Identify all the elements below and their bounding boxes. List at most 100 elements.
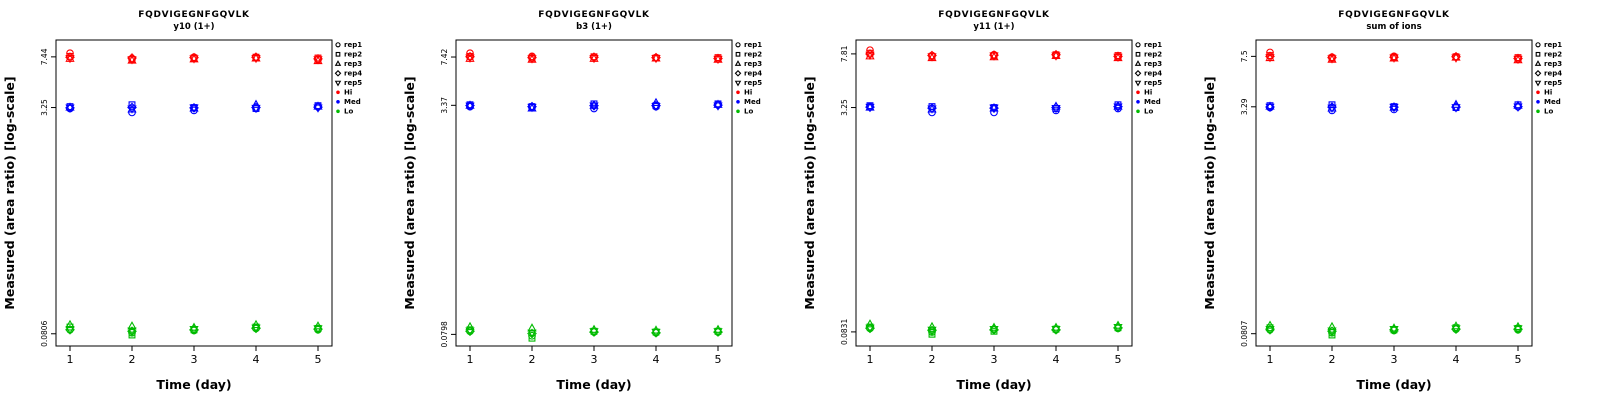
- data-point: [127, 56, 137, 65]
- x-tick-label: 3: [991, 353, 998, 366]
- plot-frame: [855, 39, 1133, 347]
- legend-level-dot: [1136, 90, 1140, 95]
- panel-title: FQDVIGEGNFGQVLK: [138, 10, 250, 20]
- x-tick-label: 5: [1515, 353, 1522, 366]
- data-point: [313, 101, 323, 110]
- legend-level-label: Hi: [1144, 89, 1152, 97]
- y-axis-label: Measured (area ratio) [log-scale]: [2, 76, 17, 309]
- panel-sum-of-ions: FQDVIGEGNFGQVLK sum of ions 1 2 3 4 5 7.5 3.29 0.…: [1200, 0, 1600, 400]
- data-point: [589, 328, 599, 337]
- y-tick-label: 0.0807: [1240, 320, 1249, 346]
- legend-level-dot: [736, 109, 740, 114]
- data-point: [128, 101, 136, 109]
- legend-label: rep5: [344, 79, 362, 87]
- x-tick-label: 5: [315, 353, 322, 366]
- x-tick-label: 2: [929, 353, 936, 366]
- data-point: [189, 326, 199, 335]
- data-point: [1051, 105, 1061, 114]
- legend-symbol: [1135, 51, 1141, 57]
- legend-level-dot: [1536, 109, 1540, 114]
- x-tick-label: 3: [191, 353, 198, 366]
- legend-level-label: Lo: [1544, 108, 1553, 116]
- legend-label: rep2: [744, 51, 762, 59]
- panel-subtitle: y10 (1+): [173, 22, 214, 32]
- legend-label: rep3: [1144, 60, 1162, 68]
- data-point: [527, 329, 537, 338]
- data-point: [928, 330, 936, 338]
- legend-symbol: [335, 51, 341, 57]
- legend-symbol: [735, 42, 741, 48]
- data-point: [1113, 103, 1123, 112]
- y-tick-label: 0.0806: [40, 320, 49, 346]
- x-tick-label: 3: [591, 353, 598, 366]
- data-point: [251, 54, 261, 64]
- data-point: [865, 103, 875, 113]
- data-point: [465, 327, 475, 336]
- x-tick-label: 4: [653, 353, 660, 366]
- legend-level-dot: [1136, 100, 1140, 104]
- x-tick-label: 5: [715, 353, 722, 366]
- legend-level-label: Hi: [344, 89, 352, 97]
- legend-label: rep1: [1544, 41, 1562, 49]
- data-point: [189, 104, 199, 113]
- data-point: [589, 54, 599, 64]
- legend-level-label: Lo: [744, 108, 753, 116]
- data-point: [1389, 54, 1399, 63]
- legend-label: rep5: [1144, 79, 1162, 87]
- panel-title: FQDVIGEGNFGQVLK: [1338, 10, 1450, 20]
- x-axis-label: Time (day): [1356, 377, 1431, 392]
- legend-level-label: Hi: [744, 89, 752, 97]
- plot-frame: [1255, 39, 1533, 347]
- legend-level-dot: [736, 90, 740, 95]
- legend-symbol: [335, 42, 341, 48]
- data-point: [927, 53, 937, 62]
- data-point: [1389, 326, 1399, 335]
- data-point: [527, 103, 537, 113]
- x-tick-label: 1: [67, 353, 74, 366]
- data-point: [251, 99, 261, 108]
- data-point: [313, 325, 323, 334]
- legend-level-dot: [1136, 109, 1140, 114]
- x-tick-label: 2: [1329, 353, 1336, 366]
- data-point: [465, 102, 475, 111]
- legend-level-label: Hi: [1544, 89, 1552, 97]
- legend-level-label: Med: [1144, 98, 1161, 106]
- x-tick-label: 4: [253, 353, 260, 366]
- legend-symbol: [1534, 60, 1542, 66]
- legend-symbol: [334, 69, 342, 77]
- data-point: [465, 321, 475, 331]
- legend-label: rep3: [744, 60, 762, 68]
- legend-label: rep2: [1144, 51, 1162, 59]
- legend-symbol: [1135, 42, 1141, 48]
- legend-symbol: [1134, 69, 1142, 77]
- data-point: [651, 97, 661, 107]
- data-point: [989, 326, 999, 335]
- legend-label: rep5: [1544, 79, 1562, 87]
- data-point: [465, 54, 475, 63]
- legend-symbol: [1535, 42, 1541, 48]
- x-axis-label: Time (day): [956, 377, 1031, 392]
- data-point: [927, 321, 937, 331]
- scatter-plot-b3: FQDVIGEGNFGQVLK b3 (1+) 1 2 3 4 5 7.42 3.37 0.079…: [402, 10, 762, 392]
- y-tick-label: 0.0798: [440, 321, 449, 347]
- data-point: [313, 56, 323, 65]
- panel-y10-1plus: FQDVIGEGNFGQVLK y10 (1+) 1 2 3 4 5 7.44 3.25 0.08…: [0, 0, 400, 400]
- data-point: [990, 108, 998, 117]
- y-tick-label: 0.0831: [840, 319, 849, 345]
- y-axis-label: Measured (area ratio) [log-scale]: [1202, 76, 1217, 309]
- legend-level-label: Med: [1544, 98, 1561, 106]
- x-tick-label: 1: [1267, 353, 1274, 366]
- data-point: [1051, 52, 1061, 61]
- y-tick-label: 7.5: [1240, 50, 1249, 62]
- legend-label: rep4: [744, 70, 762, 78]
- data-point: [1513, 325, 1523, 334]
- y-tick-label: 7.81: [840, 45, 849, 62]
- legend-symbol: [334, 60, 342, 66]
- legend-label: rep3: [344, 60, 362, 68]
- data-point: [128, 331, 136, 339]
- x-axis-label: Time (day): [156, 377, 231, 392]
- data-point: [251, 319, 261, 329]
- x-tick-label: 4: [1453, 353, 1460, 366]
- data-point: [589, 102, 599, 111]
- panel-subtitle: y11 (1+): [973, 22, 1014, 32]
